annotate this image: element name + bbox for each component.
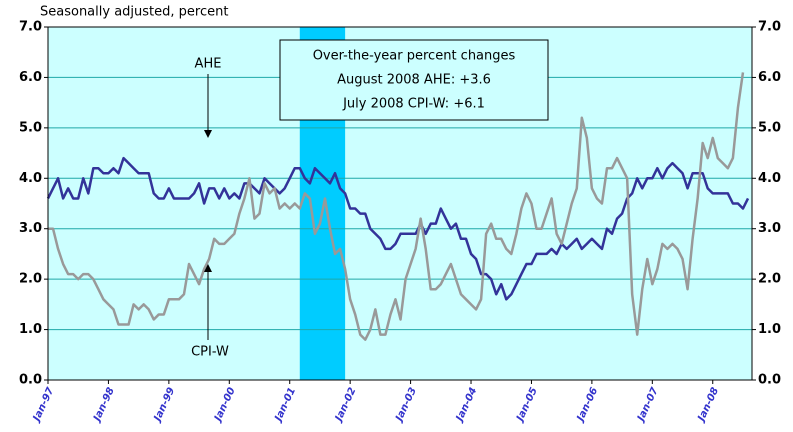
x-tick-label: Jan-04 xyxy=(454,386,480,425)
y-tick-label: 5.0 xyxy=(19,120,42,135)
y-tick-label: 0.0 xyxy=(19,373,42,388)
arrow-head xyxy=(204,264,212,272)
x-tick-label: Jan-01 xyxy=(272,386,298,425)
y-tick-label: 3.0 xyxy=(19,221,42,236)
y-tick-label: 7.0 xyxy=(19,20,42,35)
plot-border xyxy=(47,26,753,381)
y-tick-label: 2.0 xyxy=(19,272,42,287)
y2-tick-label: 1.0 xyxy=(758,322,781,337)
x-tick-label: Jan-99 xyxy=(151,386,177,425)
series-annotation: AHE xyxy=(195,57,222,72)
series-annotation: CPI-W xyxy=(191,345,229,360)
y2-tick-label: 7.0 xyxy=(758,20,781,35)
y-tick-label: 4.0 xyxy=(19,171,42,186)
series-line xyxy=(48,72,745,341)
annotation-text: Over-the-year percent changes xyxy=(313,49,516,64)
y2-tick-label: 6.0 xyxy=(758,70,781,85)
x-tick-label: Jan-98 xyxy=(91,386,117,425)
y-tick-label: 1.0 xyxy=(19,322,42,337)
x-tick-label: Jan-08 xyxy=(695,386,721,425)
x-tick-label: Jan-03 xyxy=(393,386,419,425)
y2-tick-label: 4.0 xyxy=(758,171,781,186)
x-tick-label: Jan-00 xyxy=(212,386,238,425)
y2-tick-label: 3.0 xyxy=(758,221,781,236)
y2-tick-label: 2.0 xyxy=(758,272,781,287)
x-tick-label: Jan-06 xyxy=(574,386,600,425)
subtitle: Seasonally adjusted, percent xyxy=(40,5,228,20)
annotation-text: July 2008 CPI-W: +6.1 xyxy=(342,97,485,112)
x-tick-label: Jan-05 xyxy=(514,386,540,425)
y2-tick-label: 5.0 xyxy=(758,120,781,135)
x-tick-label: Jan-97 xyxy=(31,386,57,425)
series-line xyxy=(46,156,750,301)
y-tick-label: 6.0 xyxy=(19,70,42,85)
annotation-text: August 2008 AHE: +3.6 xyxy=(337,73,491,88)
y2-tick-label: 0.0 xyxy=(758,373,781,388)
x-tick-label: Jan-02 xyxy=(333,386,359,425)
annotation-box xyxy=(279,39,549,121)
x-tick-label: Jan-07 xyxy=(635,386,661,425)
arrow-head xyxy=(204,130,212,138)
